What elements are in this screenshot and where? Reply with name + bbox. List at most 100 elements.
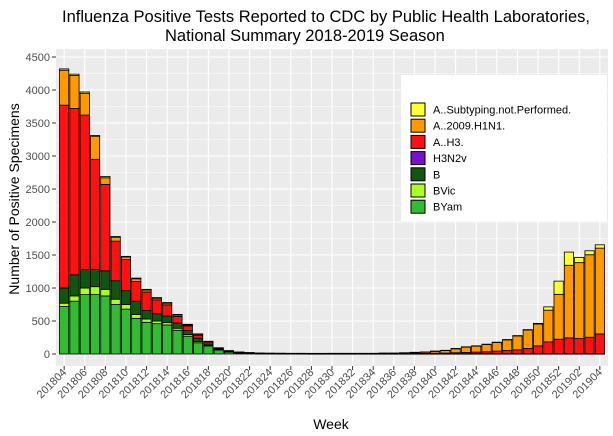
bar-segment [69, 108, 80, 276]
bar-segment [533, 322, 544, 325]
bar-segment [584, 254, 595, 338]
legend-label: B [433, 169, 440, 181]
bar-segment [522, 348, 533, 355]
y-axis: 0 500 1000 1500 2000 2500 3000 3500 4000 4500 [26, 52, 56, 361]
legend-swatch [410, 167, 426, 182]
bar-segment [193, 337, 204, 342]
y-tick-label: 1000 [26, 283, 50, 295]
bar-segment [59, 287, 70, 304]
bar-segment [203, 345, 214, 355]
bar-segment [141, 310, 152, 320]
bar-segment [563, 337, 574, 355]
bar-segment [100, 288, 111, 297]
bar-segment [69, 300, 80, 355]
legend-label: BYam [433, 202, 462, 214]
bar-segment [543, 306, 554, 311]
bar-segment [69, 274, 80, 297]
bar-segment [120, 259, 131, 292]
bar-segment [574, 338, 585, 355]
bar-segment [162, 304, 173, 317]
bar-segment [131, 313, 142, 319]
y-tick-label: 3500 [26, 118, 50, 130]
y-tick-label: 500 [32, 316, 50, 328]
x-axis-label: Week [313, 416, 350, 432]
bar-segment [584, 336, 595, 355]
bar-segment [90, 269, 101, 288]
bar-segment [543, 341, 554, 355]
x-axis: 2018042018062018082018102018122018142018… [35, 366, 605, 401]
bar-segment [533, 323, 544, 347]
bar-segment [110, 240, 121, 282]
bar-segment [90, 294, 101, 355]
bar-segment [100, 295, 111, 355]
bar-segment [193, 334, 204, 339]
bar-segment [131, 317, 142, 355]
bar-segment [574, 262, 585, 339]
bar-segment [90, 158, 101, 270]
bar-segment [512, 349, 523, 355]
bar-segment [110, 298, 121, 305]
bar-segment [162, 302, 173, 304]
bar-segment [512, 335, 523, 351]
legend-box [401, 75, 607, 221]
bar-segment [110, 236, 121, 242]
bar-segment [79, 294, 90, 355]
bar-segment [182, 323, 193, 326]
bar-segment [182, 335, 193, 355]
bar-segment [162, 324, 173, 355]
bar-segment [151, 297, 162, 299]
legend-label: H3N2v [433, 153, 467, 165]
chart-title: Influenza Positive Tests Reported to CDC… [62, 8, 590, 26]
legend-swatch [410, 183, 426, 198]
bar-segment [563, 264, 574, 339]
bar-segment [59, 104, 70, 289]
legend-swatch [410, 134, 426, 149]
bar-segment [79, 114, 90, 270]
bar-segment [69, 295, 80, 302]
bar-segment [172, 313, 183, 316]
bar-segment [533, 345, 544, 355]
bar-segment [553, 293, 564, 340]
bar-segment [543, 309, 554, 343]
y-tick-label: 1500 [26, 250, 50, 262]
bar-segment [59, 69, 70, 106]
bar-segment [481, 344, 492, 353]
bar-segment [120, 255, 131, 258]
bar-segment [100, 183, 111, 272]
bar-segment [131, 280, 142, 302]
bar-segment [574, 256, 585, 264]
bar-segment [594, 247, 605, 335]
bar-segment [553, 280, 564, 295]
bar-segment [151, 313, 162, 322]
bars-layer [59, 68, 605, 355]
bar-segment [100, 176, 111, 179]
bar-segment [131, 300, 142, 315]
y-axis-label: Number of Positive Specimens [6, 103, 22, 294]
bar-segment [69, 73, 80, 76]
bar-segment [502, 339, 513, 351]
legend-label: A..H3. [433, 137, 464, 149]
bar-segment [563, 251, 574, 266]
bar-segment [79, 91, 90, 94]
bar-segment [151, 323, 162, 355]
bar-segment [90, 135, 101, 137]
bar-segment [69, 75, 80, 109]
bar-segment [90, 286, 101, 295]
bar-segment [213, 349, 224, 355]
bar-segment [110, 304, 121, 355]
bar-segment [59, 302, 70, 307]
bar-segment [141, 321, 152, 355]
bar-segment [141, 291, 152, 311]
bar-segment [120, 308, 131, 355]
bar-segment [172, 315, 183, 324]
y-tick-label: 2000 [26, 217, 50, 229]
y-tick-label: 2500 [26, 184, 50, 196]
bar-segment [450, 348, 461, 354]
legend-swatch [410, 102, 426, 117]
bar-segment [172, 329, 183, 355]
legend-label: A..2009.H1N1. [433, 121, 505, 133]
bar-segment [594, 333, 605, 355]
legend-swatch [410, 199, 426, 214]
